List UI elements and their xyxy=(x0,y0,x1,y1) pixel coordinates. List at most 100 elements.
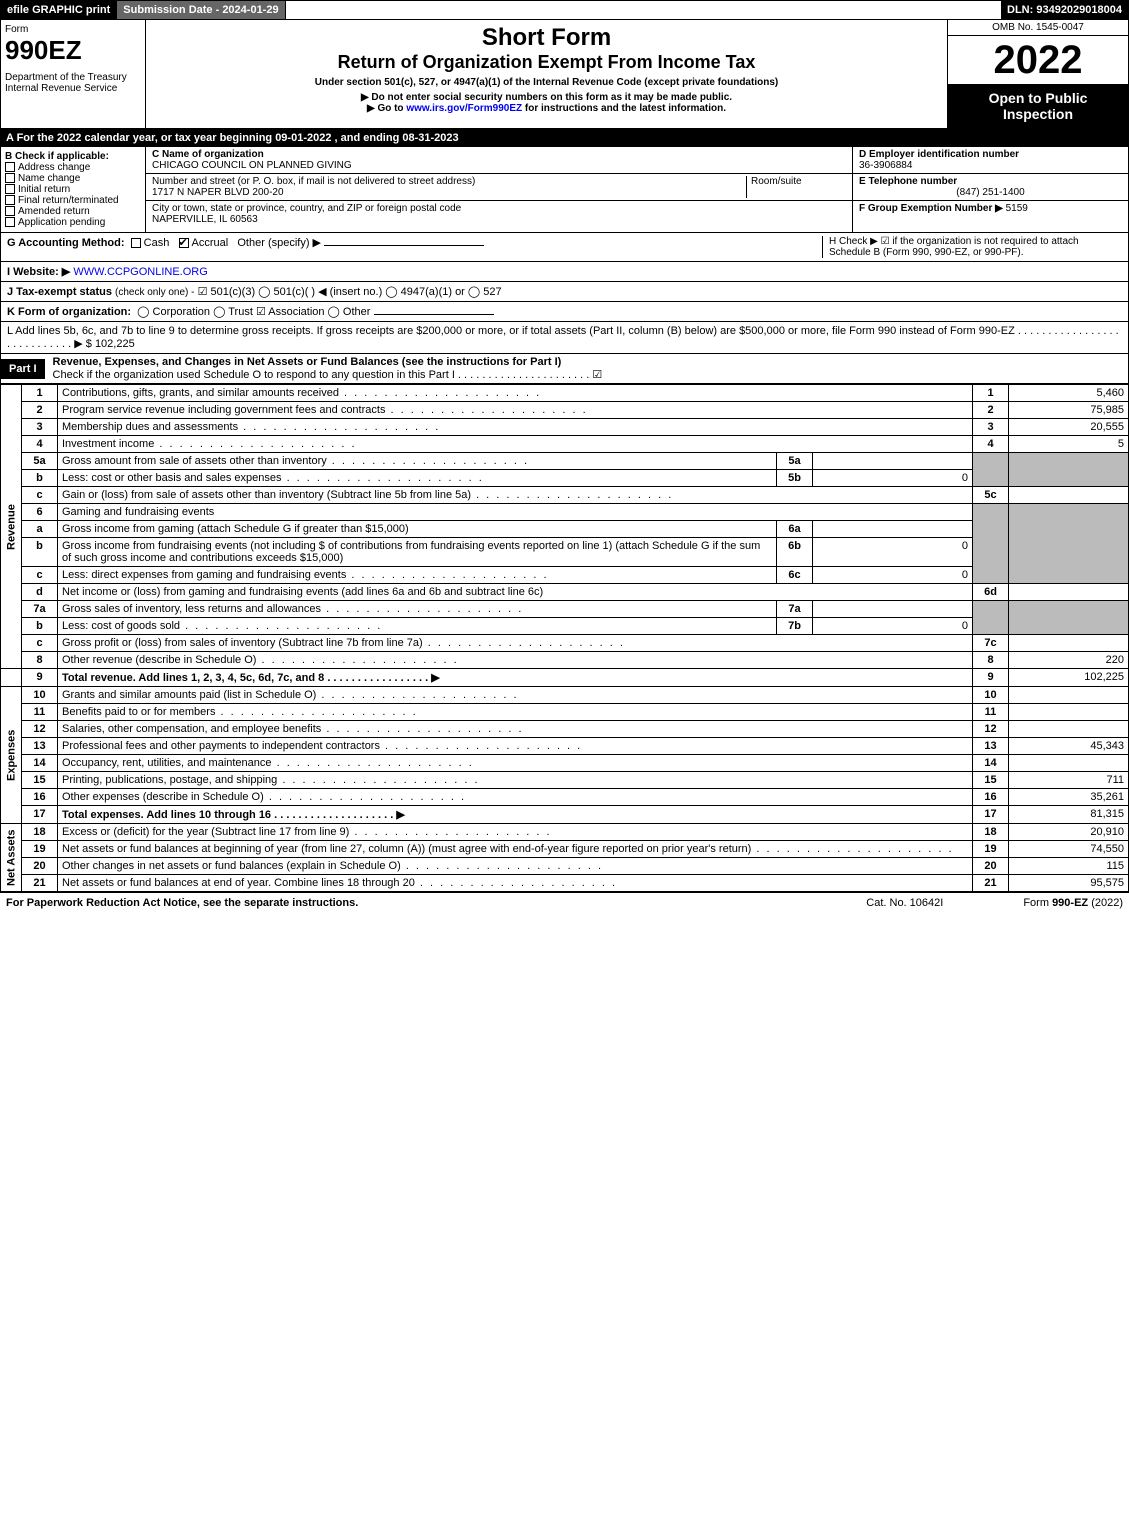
line-l-value: 102,225 xyxy=(95,338,135,350)
check-accrual[interactable] xyxy=(179,238,189,248)
line-18-num: 18 xyxy=(22,824,58,841)
line-6d-val xyxy=(1009,584,1129,601)
other-specify-input[interactable] xyxy=(324,245,484,246)
line-5b-mv: 0 xyxy=(813,470,973,487)
line-11-num: 11 xyxy=(22,704,58,721)
accounting-method-label: G Accounting Method: xyxy=(7,237,125,249)
line-7b-desc: Less: cost of goods sold xyxy=(62,620,382,632)
line-7a-mn: 7a xyxy=(777,601,813,618)
line-1-num: 1 xyxy=(22,385,58,402)
website-link[interactable]: WWW.CCPGONLINE.ORG xyxy=(73,266,207,278)
line-4-rn: 4 xyxy=(973,436,1009,453)
line-8-desc: Other revenue (describe in Schedule O) xyxy=(62,654,459,666)
check-cash[interactable] xyxy=(131,238,141,248)
line-17-desc: Total expenses. Add lines 10 through 16 … xyxy=(62,809,405,821)
line-5c-rn: 5c xyxy=(973,487,1009,504)
line-6b-desc: Gross income from fundraising events (no… xyxy=(58,538,777,567)
line-8-val: 220 xyxy=(1009,652,1129,669)
line-17-rn: 17 xyxy=(973,806,1009,824)
line-21-rn: 21 xyxy=(973,875,1009,892)
line-12-desc: Salaries, other compensation, and employ… xyxy=(62,723,524,735)
tax-exempt-options[interactable]: ☑ 501(c)(3) ◯ 501(c)( ) ◀ (insert no.) ◯… xyxy=(198,286,502,298)
check-initial-return[interactable]: Initial return xyxy=(5,184,141,195)
line-21-num: 21 xyxy=(22,875,58,892)
title-short-form: Short Form xyxy=(154,24,939,52)
line-11-rn: 11 xyxy=(973,704,1009,721)
city-label: City or town, state or province, country… xyxy=(152,203,846,214)
ein-label: D Employer identification number xyxy=(859,149,1122,160)
line-6b-num: b xyxy=(22,538,58,567)
check-amended-return[interactable]: Amended return xyxy=(5,206,141,217)
tax-year: 2022 xyxy=(948,36,1128,84)
line-4-val: 5 xyxy=(1009,436,1129,453)
line-16-desc: Other expenses (describe in Schedule O) xyxy=(62,791,466,803)
line-16-rn: 16 xyxy=(973,789,1009,806)
line-12-val xyxy=(1009,721,1129,738)
line-7a-desc: Gross sales of inventory, less returns a… xyxy=(62,603,523,615)
check-name-change[interactable]: Name change xyxy=(5,173,141,184)
line-19-rn: 19 xyxy=(973,841,1009,858)
check-address-change[interactable]: Address change xyxy=(5,162,141,173)
line-5a-mn: 5a xyxy=(777,453,813,470)
line-6b-mv: 0 xyxy=(813,538,973,567)
check-application-pending[interactable]: Application pending xyxy=(5,217,141,228)
line-3-desc: Membership dues and assessments xyxy=(62,421,440,433)
check-initial-return-label: Initial return xyxy=(18,184,70,195)
efile-print[interactable]: efile GRAPHIC print xyxy=(1,1,117,19)
line-8-rn: 8 xyxy=(973,652,1009,669)
group-exemption-value: 5159 xyxy=(1006,203,1028,214)
line-4-num: 4 xyxy=(22,436,58,453)
note-ssn: ▶ Do not enter social security numbers o… xyxy=(154,92,939,103)
dept-treasury: Department of the Treasury xyxy=(5,72,141,83)
line-20-val: 115 xyxy=(1009,858,1129,875)
form-org-other-input[interactable] xyxy=(374,314,494,315)
line-7c-num: c xyxy=(22,635,58,652)
line-7c-val xyxy=(1009,635,1129,652)
line-14-rn: 14 xyxy=(973,755,1009,772)
line-6a-desc: Gross income from gaming (attach Schedul… xyxy=(58,521,777,538)
line-10-num: 10 xyxy=(22,687,58,704)
row-i: I Website: ▶ WWW.CCPGONLINE.ORG xyxy=(0,262,1129,282)
line-7c-rn: 7c xyxy=(973,635,1009,652)
check-address-change-label: Address change xyxy=(18,162,90,173)
line-9-val: 102,225 xyxy=(1009,669,1129,687)
dln: DLN: 93492029018004 xyxy=(1001,1,1128,19)
line-7b-mv: 0 xyxy=(813,618,973,635)
line-10-desc: Grants and similar amounts paid (list in… xyxy=(62,689,519,701)
org-name-label: C Name of organization xyxy=(152,149,846,160)
top-bar: efile GRAPHIC print Submission Date - 20… xyxy=(0,0,1129,20)
city-value: NAPERVILLE, IL 60563 xyxy=(152,214,846,225)
line-6d-desc: Net income or (loss) from gaming and fun… xyxy=(58,584,973,601)
line-5c-val xyxy=(1009,487,1129,504)
website-label: I Website: ▶ xyxy=(7,266,70,278)
form-org-options[interactable]: ◯ Corporation ◯ Trust ☑ Association ◯ Ot… xyxy=(137,306,370,318)
line-5c-num: c xyxy=(22,487,58,504)
line-9-num: 9 xyxy=(22,669,58,687)
line-3-num: 3 xyxy=(22,419,58,436)
line-19-desc: Net assets or fund balances at beginning… xyxy=(62,843,954,855)
line-5c-desc: Gain or (loss) from sale of assets other… xyxy=(62,489,673,501)
line-10-val xyxy=(1009,687,1129,704)
line-6-desc: Gaming and fundraising events xyxy=(58,504,973,521)
box-d: D Employer identification number 36-3906… xyxy=(853,147,1128,232)
line-13-rn: 13 xyxy=(973,738,1009,755)
netassets-side-label: Net Assets xyxy=(1,824,22,892)
line-15-rn: 15 xyxy=(973,772,1009,789)
title-return: Return of Organization Exempt From Incom… xyxy=(154,52,939,73)
check-final-return[interactable]: Final return/terminated xyxy=(5,195,141,206)
line-7c-desc: Gross profit or (loss) from sales of inv… xyxy=(62,637,625,649)
line-h: H Check ▶ ☑ if the organization is not r… xyxy=(822,236,1122,258)
line-2-val: 75,985 xyxy=(1009,402,1129,419)
line-3-rn: 3 xyxy=(973,419,1009,436)
irs-label: Internal Revenue Service xyxy=(5,83,141,94)
header-left: Form 990EZ Department of the Treasury In… xyxy=(1,20,146,128)
footer-left: For Paperwork Reduction Act Notice, see … xyxy=(6,897,358,909)
line-13-val: 45,343 xyxy=(1009,738,1129,755)
line-16-val: 35,261 xyxy=(1009,789,1129,806)
line-6c-mn: 6c xyxy=(777,567,813,584)
omb-number: OMB No. 1545-0047 xyxy=(948,20,1128,36)
submission-date: Submission Date - 2024-01-29 xyxy=(117,1,285,19)
check-amended-return-label: Amended return xyxy=(18,206,90,217)
irs-link[interactable]: www.irs.gov/Form990EZ xyxy=(406,103,522,114)
phone-label: E Telephone number xyxy=(859,176,1122,187)
